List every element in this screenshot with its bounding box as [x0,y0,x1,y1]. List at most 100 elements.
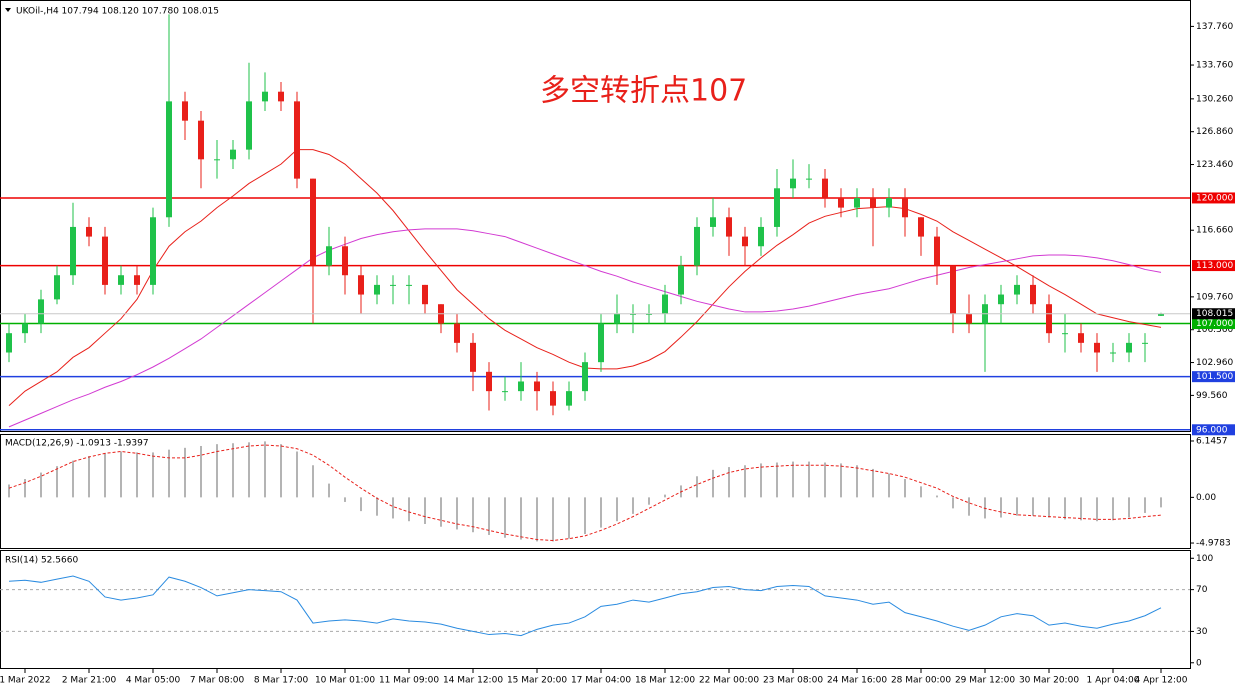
candle-body [150,217,156,285]
candle-body [390,284,396,286]
candle-body [102,236,108,285]
y-tick-label: 0 [1196,658,1202,668]
macd-bar [40,472,42,498]
macd-bar [504,497,506,538]
macd-bar [744,465,746,498]
macd-bar [648,497,650,505]
macd-bar [952,497,954,509]
macd-bar [280,444,282,498]
y-tick-label: 106.360 [1196,325,1233,335]
x-tick-label: 15 Mar 20:00 [507,676,567,686]
y-tick-label: 99.560 [1196,391,1228,401]
candle-body [854,197,860,208]
candle-body [1110,352,1116,354]
x-tick-label: 1 Apr 04:00 [1087,676,1140,686]
x-tick-label: 11 Mar 09:00 [379,676,439,686]
candle-body [342,246,348,276]
candle-body [326,246,332,266]
candle-body [214,159,220,161]
level-label: 113.000 [1196,261,1233,271]
macd-bar [440,497,442,527]
macd-bar [120,451,122,498]
macd-panel [0,434,1191,549]
candle-body [758,226,764,247]
y-tick-label: 109.760 [1196,292,1233,302]
candle-body [374,284,380,295]
macd-bar [776,462,778,498]
x-tick-label: 14 Mar 12:00 [443,676,503,686]
macd-bar [904,479,906,498]
candle-body [198,120,204,160]
x-tick-label: 4 Mar 05:00 [126,676,181,686]
macd-bar [472,497,474,533]
macd-bar [1112,497,1114,521]
symbol-header: UKOil-,H4 107.794 108.120 107.780 108.01… [16,7,219,17]
macd-bar [264,441,266,498]
macd-bar [1032,497,1034,516]
candle-body [182,101,188,121]
level-label: 96.000 [1196,425,1228,435]
candle-body [790,178,796,189]
macd-bar [56,466,58,498]
macd-bar [552,497,554,542]
macd-bar [248,442,250,498]
macd-bar [1128,497,1130,518]
x-tick-label: 8 Mar 17:00 [254,676,309,686]
macd-bar [344,497,346,502]
candle-body [726,217,732,237]
candle-body [1126,342,1132,353]
signal-line [8,444,1162,541]
candle-body [918,217,924,237]
current-price-box [1192,308,1235,320]
x-tick-label: 7 Mar 08:00 [190,676,245,686]
candle-body [678,265,684,295]
candle-body [630,313,636,315]
x-tick-label: 10 Mar 01:00 [315,676,375,686]
macd-bar [1144,497,1146,513]
candle-body [1014,284,1020,295]
y-tick-label: 126.860 [1196,127,1233,137]
candle-body [774,188,780,227]
y-tick-label: 130.260 [1196,94,1233,104]
candle-body [694,226,700,266]
level-label: 101.500 [1196,372,1233,382]
y-tick-label: 100 [1196,554,1213,564]
candle-body [422,284,428,305]
current-price-label: 108.015 [1196,309,1233,319]
macd-bar [360,497,362,512]
macd-header: MACD(12,26,9) -1.0913 -1.9397 [5,439,149,449]
macd-bar [936,495,938,498]
macd-bar [584,497,586,535]
macd-bar [200,445,202,498]
x-tick-label: 4 Apr 12:00 [1135,676,1188,686]
macd-bar [328,483,330,498]
macd-bar [872,468,874,498]
x-tick-label: 28 Mar 00:00 [891,676,951,686]
candle-body [54,275,60,300]
candle-body [1046,304,1052,334]
macd-bar [8,484,10,498]
candle-body [966,313,972,324]
macd-bar [840,463,842,498]
candle-body [486,371,492,392]
candle-body [278,91,284,102]
candle-body [598,323,604,363]
candle-body [1030,284,1036,305]
candle-body [838,197,844,208]
x-tick-label: 29 Mar 12:00 [955,676,1015,686]
macd-bar [456,497,458,530]
level-label-box [1192,192,1235,204]
rsi-panel [0,550,1191,669]
macd-bar [376,497,378,516]
macd-bar [1048,497,1050,518]
level-label-box [1192,424,1235,436]
candle-body [6,333,12,353]
y-tick-label: 6.1457 [1196,436,1228,446]
macd-bar [520,497,522,540]
macd-bar [1096,497,1098,522]
macd-bar [792,461,794,498]
candle-body [518,381,524,392]
y-tick-label: 116.660 [1196,226,1233,236]
candle-body [1094,342,1100,353]
